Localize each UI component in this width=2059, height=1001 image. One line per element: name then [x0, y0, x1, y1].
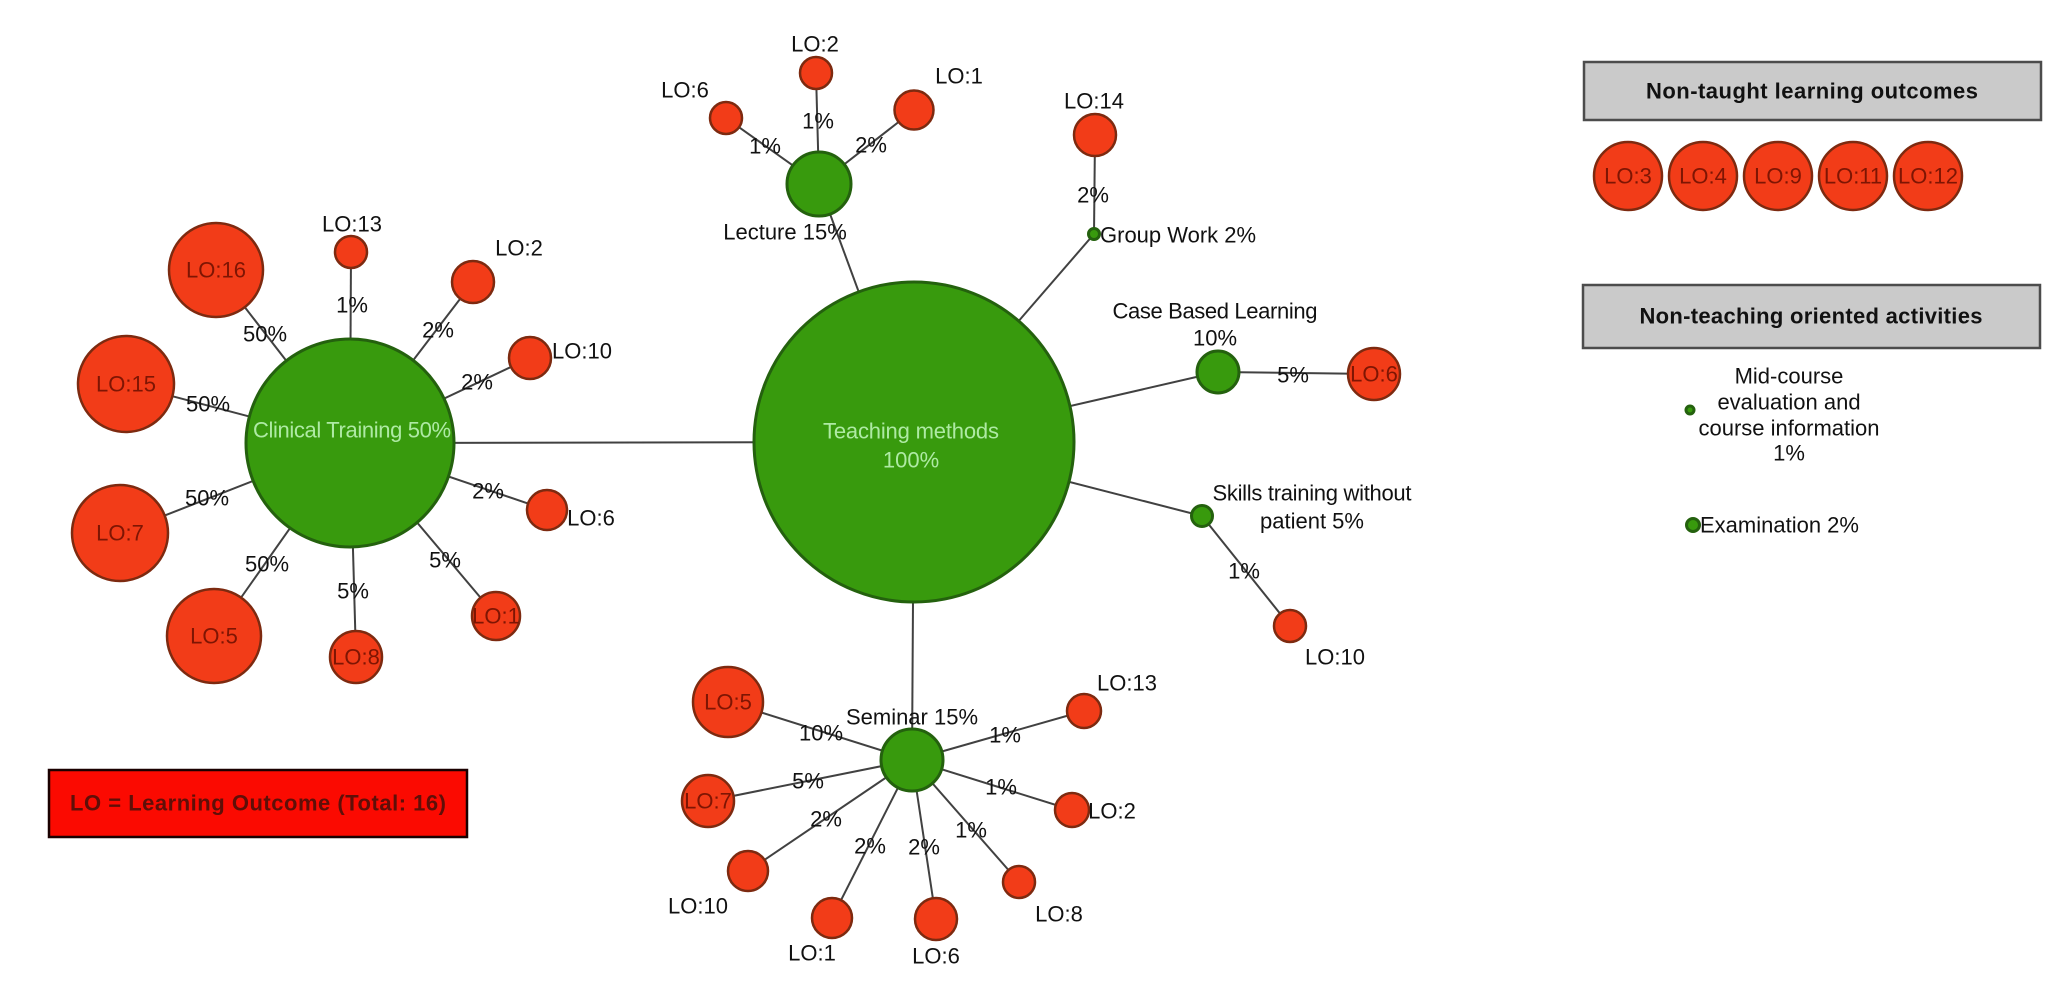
svg-text:LO:6: LO:6	[912, 944, 960, 969]
svg-text:LO:1: LO:1	[472, 604, 520, 629]
svg-text:LO:4: LO:4	[1679, 164, 1727, 189]
svg-text:2%: 2%	[810, 807, 842, 832]
svg-text:1%: 1%	[955, 818, 987, 843]
svg-text:LO:15: LO:15	[96, 372, 156, 397]
svg-text:LO = Learning Outcome (Total:: LO = Learning Outcome (Total: 16)	[70, 791, 446, 816]
svg-text:LO:3: LO:3	[1604, 164, 1652, 189]
svg-text:LO:6: LO:6	[1350, 362, 1398, 387]
svg-text:course information: course information	[1699, 416, 1880, 441]
svg-text:LO:8: LO:8	[332, 645, 380, 670]
svg-text:2%: 2%	[854, 834, 886, 859]
svg-text:Non-teaching oriented activiti: Non-teaching oriented activities	[1640, 304, 1983, 329]
svg-text:LO:14: LO:14	[1064, 89, 1124, 114]
svg-text:LO:6: LO:6	[661, 78, 709, 103]
svg-text:10%: 10%	[1193, 326, 1237, 351]
svg-text:2%: 2%	[908, 835, 940, 860]
svg-text:Group Work 2%: Group Work 2%	[1100, 223, 1256, 248]
svg-text:1%: 1%	[336, 293, 368, 318]
svg-text:50%: 50%	[245, 552, 289, 577]
svg-text:LO:6: LO:6	[567, 506, 615, 531]
svg-text:2%: 2%	[422, 318, 454, 343]
svg-text:Skills training without: Skills training without	[1213, 481, 1412, 506]
svg-text:LO:13: LO:13	[322, 212, 382, 237]
svg-text:LO:9: LO:9	[1754, 164, 1802, 189]
svg-text:LO:2: LO:2	[495, 236, 543, 261]
svg-text:1%: 1%	[749, 134, 781, 159]
svg-text:10%: 10%	[799, 721, 843, 746]
svg-text:LO:10: LO:10	[1305, 645, 1365, 670]
svg-text:5%: 5%	[337, 579, 369, 604]
svg-text:5%: 5%	[1277, 363, 1309, 388]
svg-text:LO:1: LO:1	[935, 64, 983, 89]
svg-text:evaluation and: evaluation and	[1717, 390, 1860, 415]
svg-text:Clinical Training 50%: Clinical Training 50%	[253, 418, 451, 443]
svg-text:1%: 1%	[989, 723, 1021, 748]
svg-text:Non-taught learning outcomes: Non-taught learning outcomes	[1646, 79, 1978, 104]
svg-text:LO:11: LO:11	[1824, 164, 1882, 189]
svg-text:50%: 50%	[186, 392, 230, 417]
svg-text:LO:2: LO:2	[1088, 799, 1136, 824]
svg-text:1%: 1%	[1773, 441, 1805, 466]
svg-text:patient 5%: patient 5%	[1260, 509, 1364, 534]
svg-text:LO:8: LO:8	[1035, 902, 1083, 927]
svg-text:Lecture 15%: Lecture 15%	[723, 220, 847, 245]
svg-text:LO:13: LO:13	[1097, 671, 1157, 696]
svg-text:LO:5: LO:5	[190, 624, 238, 649]
svg-text:50%: 50%	[243, 322, 287, 347]
svg-text:LO:5: LO:5	[704, 690, 752, 715]
svg-text:1%: 1%	[802, 109, 834, 134]
svg-text:Case Based Learning: Case Based Learning	[1113, 299, 1318, 324]
svg-text:5%: 5%	[429, 548, 461, 573]
svg-text:5%: 5%	[792, 769, 824, 794]
svg-text:LO:10: LO:10	[552, 339, 612, 364]
svg-text:1%: 1%	[1228, 559, 1260, 584]
svg-text:LO:7: LO:7	[96, 521, 144, 546]
svg-text:LO:10: LO:10	[668, 894, 728, 919]
svg-text:Teaching methods: Teaching methods	[823, 419, 999, 444]
svg-text:Examination 2%: Examination 2%	[1700, 513, 1859, 538]
svg-text:2%: 2%	[461, 370, 493, 395]
svg-text:LO:7: LO:7	[684, 789, 732, 814]
svg-text:LO:2: LO:2	[791, 32, 839, 57]
svg-text:LO:1: LO:1	[788, 941, 836, 966]
svg-text:100%: 100%	[883, 448, 939, 473]
svg-text:2%: 2%	[1077, 183, 1109, 208]
svg-text:2%: 2%	[472, 479, 504, 504]
svg-text:LO:16: LO:16	[186, 258, 246, 283]
svg-text:50%: 50%	[185, 486, 229, 511]
svg-text:Mid-course: Mid-course	[1735, 364, 1844, 389]
svg-text:Seminar 15%: Seminar 15%	[846, 705, 978, 730]
svg-text:1%: 1%	[985, 775, 1017, 800]
svg-text:2%: 2%	[855, 133, 887, 158]
svg-text:LO:12: LO:12	[1898, 164, 1958, 189]
